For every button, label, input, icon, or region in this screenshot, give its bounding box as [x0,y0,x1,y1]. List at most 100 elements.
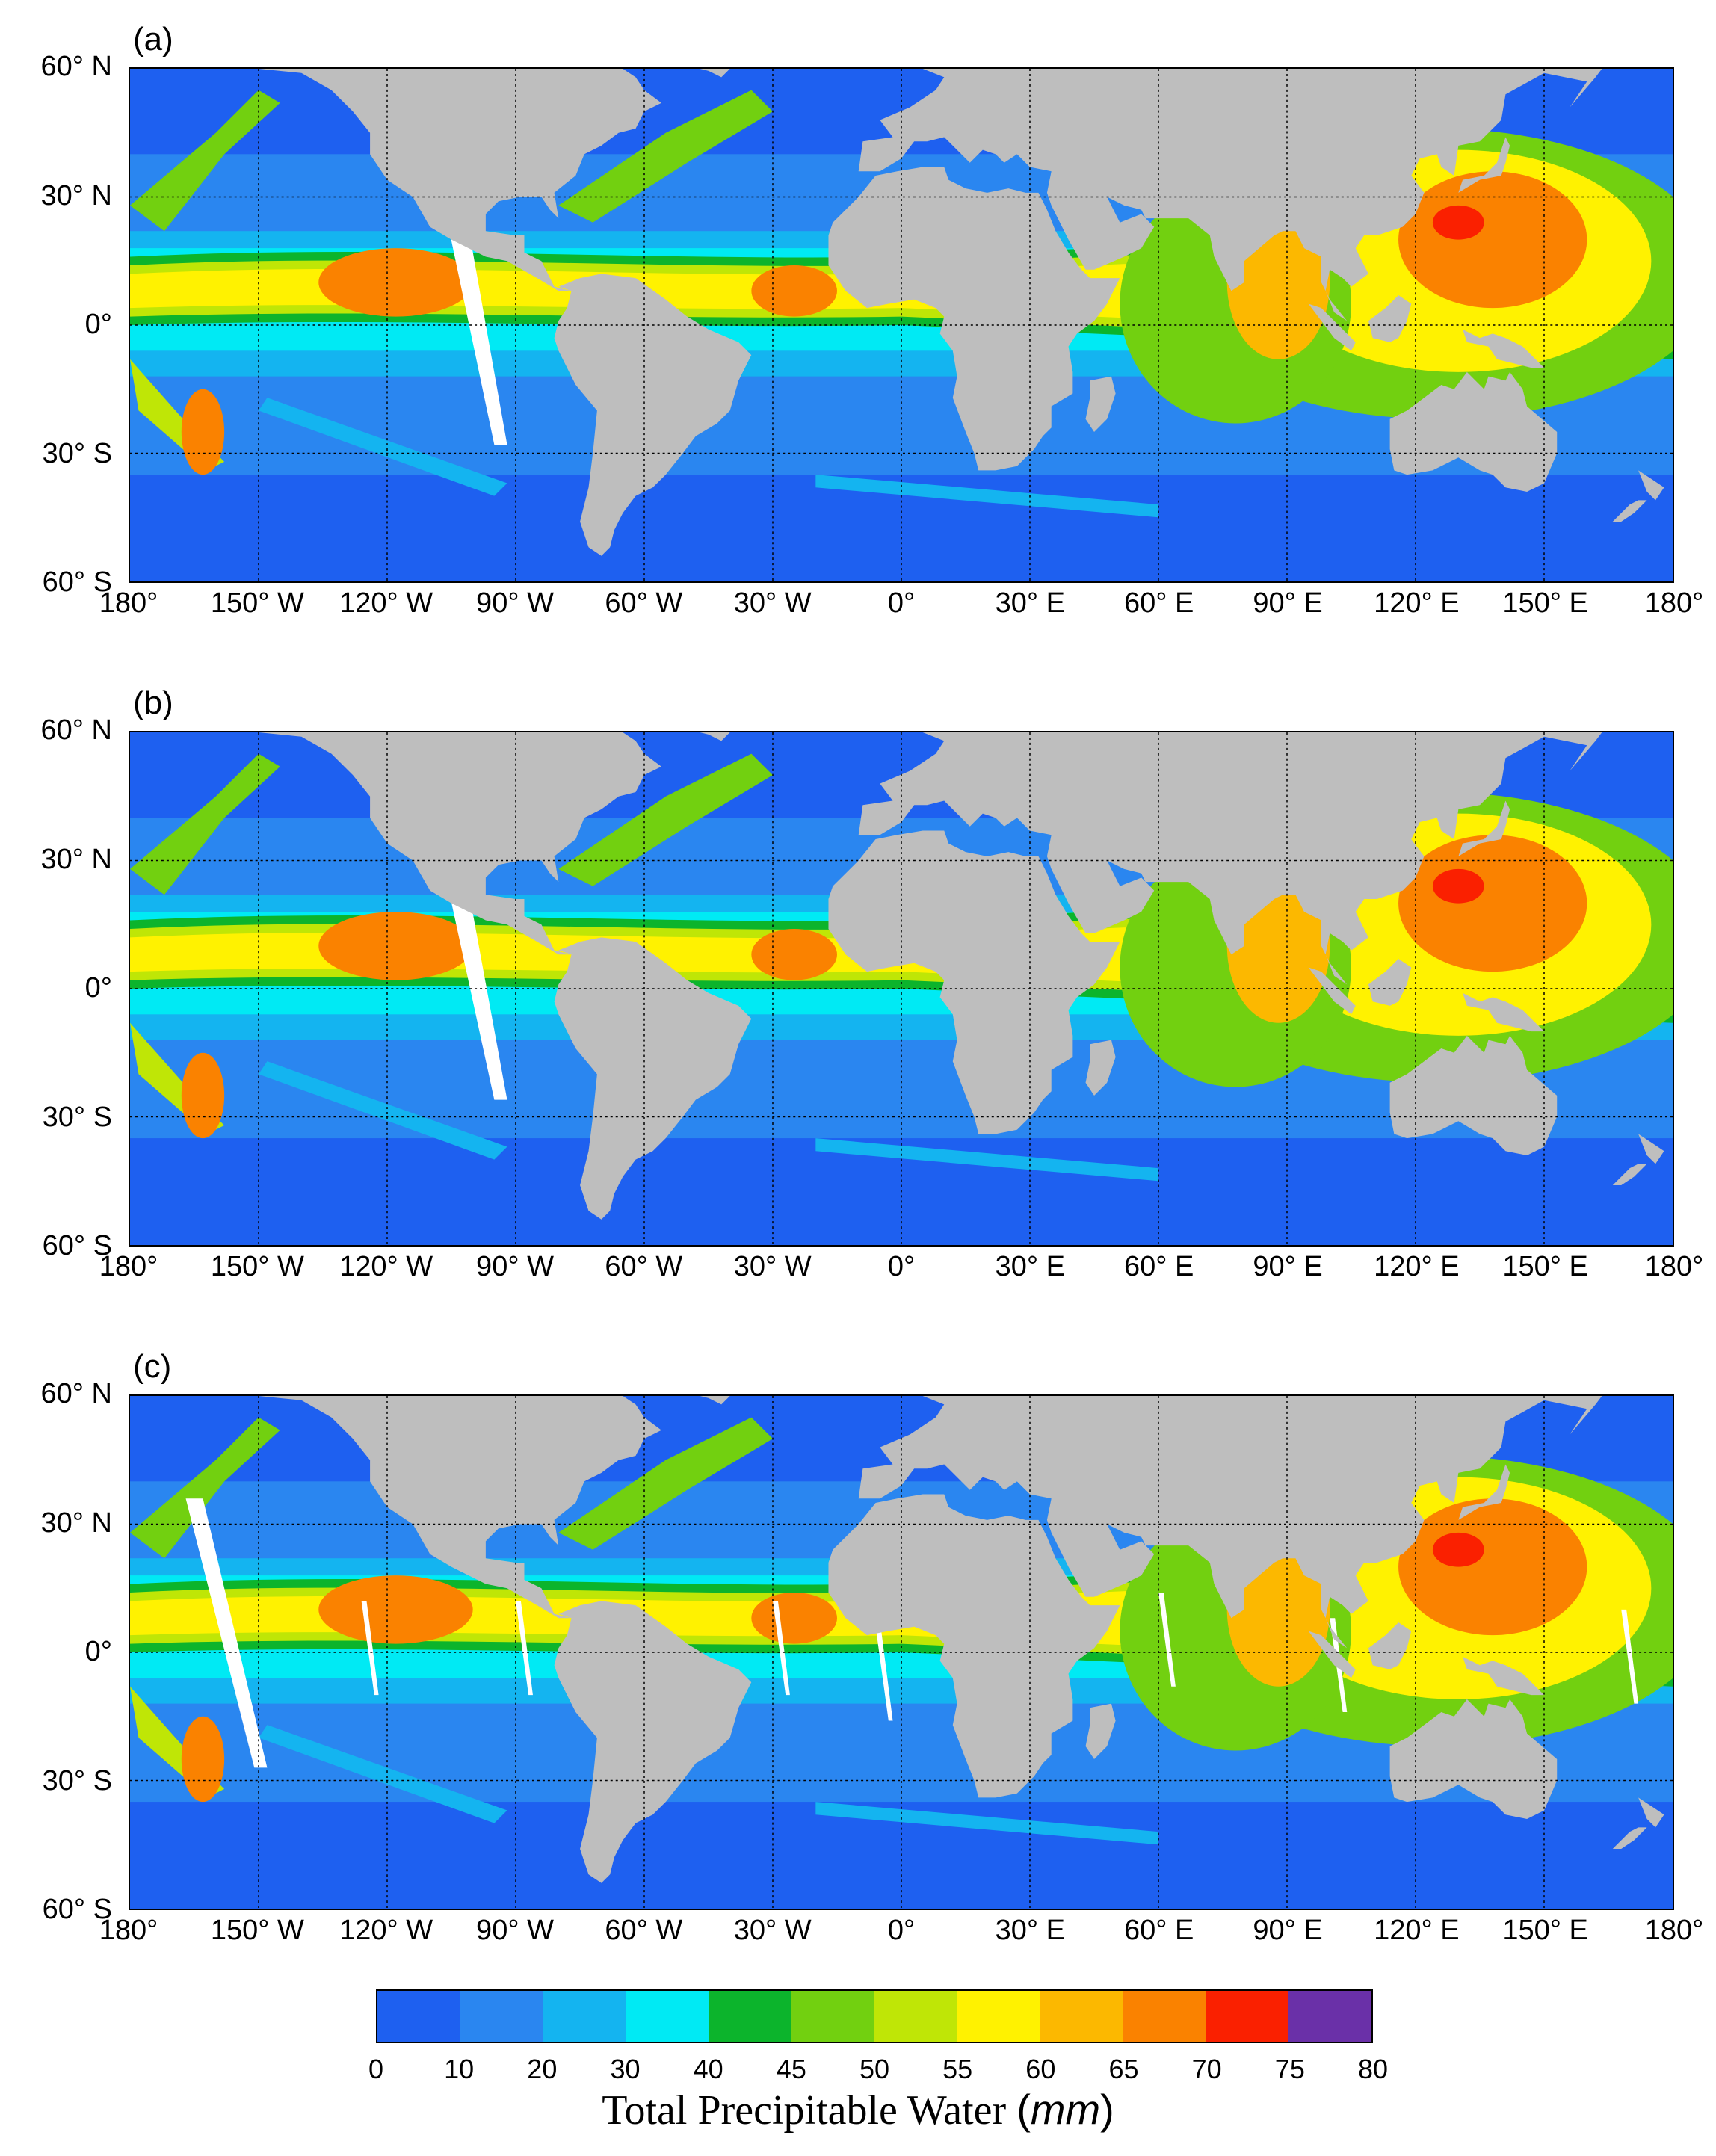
land-sumatra [1308,303,1356,351]
lon-label: 90° E [1253,587,1323,619]
lon-label: 180° [1644,1915,1704,1946]
spcz-core [181,1052,225,1139]
lon-label: 150° W [210,587,304,619]
lat-label: 30° N [40,179,112,211]
lon-label: 30° W [733,1915,812,1946]
tpw-map-b [129,731,1674,1247]
swath-gap-2 [773,1601,790,1696]
lon-label: 90° W [476,587,554,619]
colorbar-tick-label: 65 [1108,2054,1139,2084]
colorbar-tick-label: 60 [1025,2054,1056,2084]
lon-label: 120° E [1374,587,1460,619]
colorbar-segment [460,1991,543,2042]
lon-label: 60° W [605,1251,683,1282]
colorbar-tick-label: 30 [610,2054,641,2084]
land-japan [1458,800,1510,856]
land-europe-asia [858,732,1673,985]
atlantic-itcz-hotspot [751,1592,837,1644]
lon-label: 60° E [1123,1915,1194,1946]
land-borneo [1368,1622,1412,1669]
lat-label: 30° S [42,437,112,469]
land-south-america [554,1601,752,1883]
colorbar-segment [626,1991,709,2042]
lat-label: 60° S [42,566,112,598]
east-pacific-hotspot [318,1575,473,1644]
lon-label: 60° W [605,587,683,619]
colorbar-tick-label: 80 [1357,2054,1389,2084]
south-pacific-streak [259,398,507,496]
colorbar-tick-label: 75 [1274,2054,1305,2084]
lon-label: 60° E [1123,1251,1194,1282]
warm-pool-peak [1432,868,1484,904]
lon-label: 120° E [1374,1915,1460,1946]
north-pacific-moisture-plume [130,1417,280,1559]
colorbar-tick-label: 45 [776,2054,806,2084]
lat-label: 30° S [42,1101,112,1133]
panel-label-c: (c) [133,1348,172,1385]
map-b-svg [130,732,1673,1245]
colorbar-unit-close: ) [1100,2086,1114,2133]
lon-label: 30° W [733,1251,812,1282]
lon-label: 30° E [995,587,1066,619]
swath-gap-6 [1621,1609,1639,1704]
colorbar-segment [709,1991,792,2042]
south-pacific-streak [259,1061,507,1160]
lat-label: 60° S [42,1894,112,1925]
east-pacific-hotspot [318,248,473,317]
land-south-america [554,937,752,1220]
atlantic-itcz-hotspot [751,928,837,980]
lon-label: 90° W [476,1915,554,1946]
colorbar-title: Total Precipitable Water (mm) [0,2085,1716,2134]
lon-label: 120° E [1374,1251,1460,1282]
panel-label-a: (a) [133,21,173,58]
colorbar [376,1989,1373,2043]
map-c-svg [130,1396,1673,1909]
missing-data-swath [438,179,507,445]
land-japan [1458,137,1510,193]
warm-pool-peak [1432,205,1484,240]
land-greenland-tip [678,69,730,78]
lat-label: 30° S [42,1764,112,1797]
north-atlantic-moisture-plume [558,753,773,886]
colorbar-tick-label: 20 [527,2054,558,2084]
panel-label-b: (b) [133,685,173,721]
spcz-core [181,1716,225,1803]
south-pacific-streak [259,1725,507,1823]
lon-label: 30° W [733,587,812,619]
land-australia [1389,1035,1558,1155]
colorbar-tick-label: 10 [444,2054,475,2084]
land-new-zealand-n [1638,1134,1664,1164]
spcz-core [181,389,225,475]
swath-gap-0 [361,1601,379,1696]
colorbar-tick-label: 70 [1191,2054,1222,2084]
colorbar-tick-label: 0 [368,2054,384,2084]
colorbar-tick-label: 40 [693,2054,723,2084]
land-new-zealand-s [1612,1164,1647,1185]
swath-gap-1 [516,1601,533,1696]
land-madagascar [1085,1040,1116,1096]
lat-label: 0° [84,1636,112,1667]
land-sumatra [1308,1631,1356,1678]
land-africa [828,167,1120,471]
north-pacific-moisture-plume [130,90,280,232]
lon-label: 30° E [995,1915,1066,1946]
land-new-zealand-s [1612,500,1647,522]
lon-label: 30° E [995,1251,1066,1282]
lon-label: 0° [887,1915,916,1946]
lon-label: 0° [887,1251,916,1282]
land-north-america [181,69,661,291]
lon-label: 180° [1644,587,1704,619]
land-madagascar [1085,1703,1116,1759]
colorbar-segment [543,1991,626,2042]
lat-label: 60° N [40,1378,112,1409]
land-africa [828,830,1120,1134]
lon-label: 120° W [339,1915,433,1946]
tpw-map-c [129,1394,1674,1910]
land-madagascar [1085,376,1116,432]
lon-label: 180° [1644,1251,1704,1282]
colorbar-segment [957,1991,1040,2042]
colorbar-segment [791,1991,874,2042]
lat-label: 60° S [42,1230,112,1261]
lon-label: 90° W [476,1251,554,1282]
map-a-svg [130,69,1673,581]
